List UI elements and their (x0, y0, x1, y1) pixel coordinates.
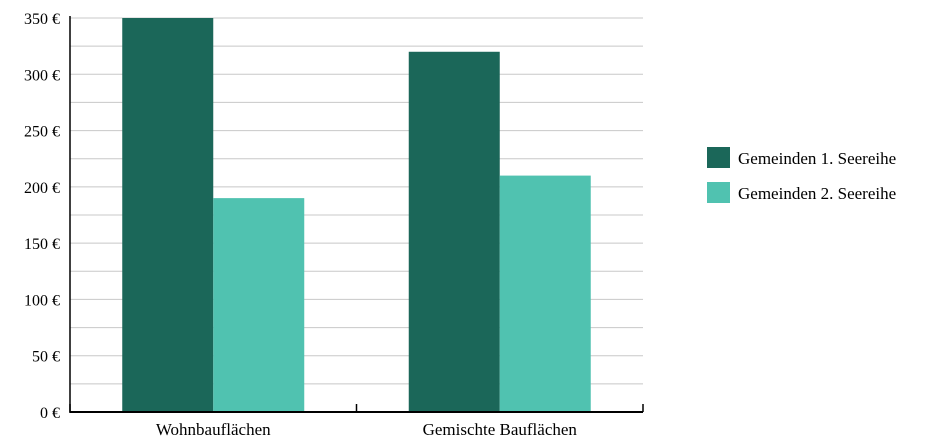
legend-swatch (707, 182, 730, 203)
y-tick-label: 0 € (40, 405, 60, 422)
bar-2-2 (499, 175, 591, 412)
axes (69, 16, 644, 413)
x-tick-label: Wohnbauflächen (156, 420, 271, 439)
legend-label: Gemeinden 2. Seereihe (738, 184, 896, 203)
y-tick-label: 100 € (24, 292, 60, 309)
y-tick-label: 300 € (24, 67, 60, 84)
y-tick-label: 150 € (24, 236, 60, 253)
x-tick-label: Gemischte Bauflächen (423, 420, 578, 439)
y-tick-label: 50 € (32, 349, 60, 366)
y-axis-tick-labels: 0 € 50 € 100 € 150 € 200 € 250 € 300 € 350 € (24, 11, 60, 422)
y-tick-label: 350 € (24, 11, 60, 28)
y-tick-label: 200 € (24, 180, 60, 197)
legend-label: Gemeinden 1. Seereihe (738, 149, 896, 168)
bars (122, 18, 591, 413)
legend: Gemeinden 1. Seereihe Gemeinden 2. Seerei… (707, 147, 896, 203)
bar-1-1 (122, 18, 214, 412)
bar-1-2 (408, 51, 500, 413)
x-axis-tick-labels: Wohnbauflächen Gemischte Bauflächen (156, 420, 578, 439)
y-tick-label: 250 € (24, 124, 60, 141)
bar-2-1 (213, 198, 305, 412)
legend-swatch (707, 147, 730, 168)
